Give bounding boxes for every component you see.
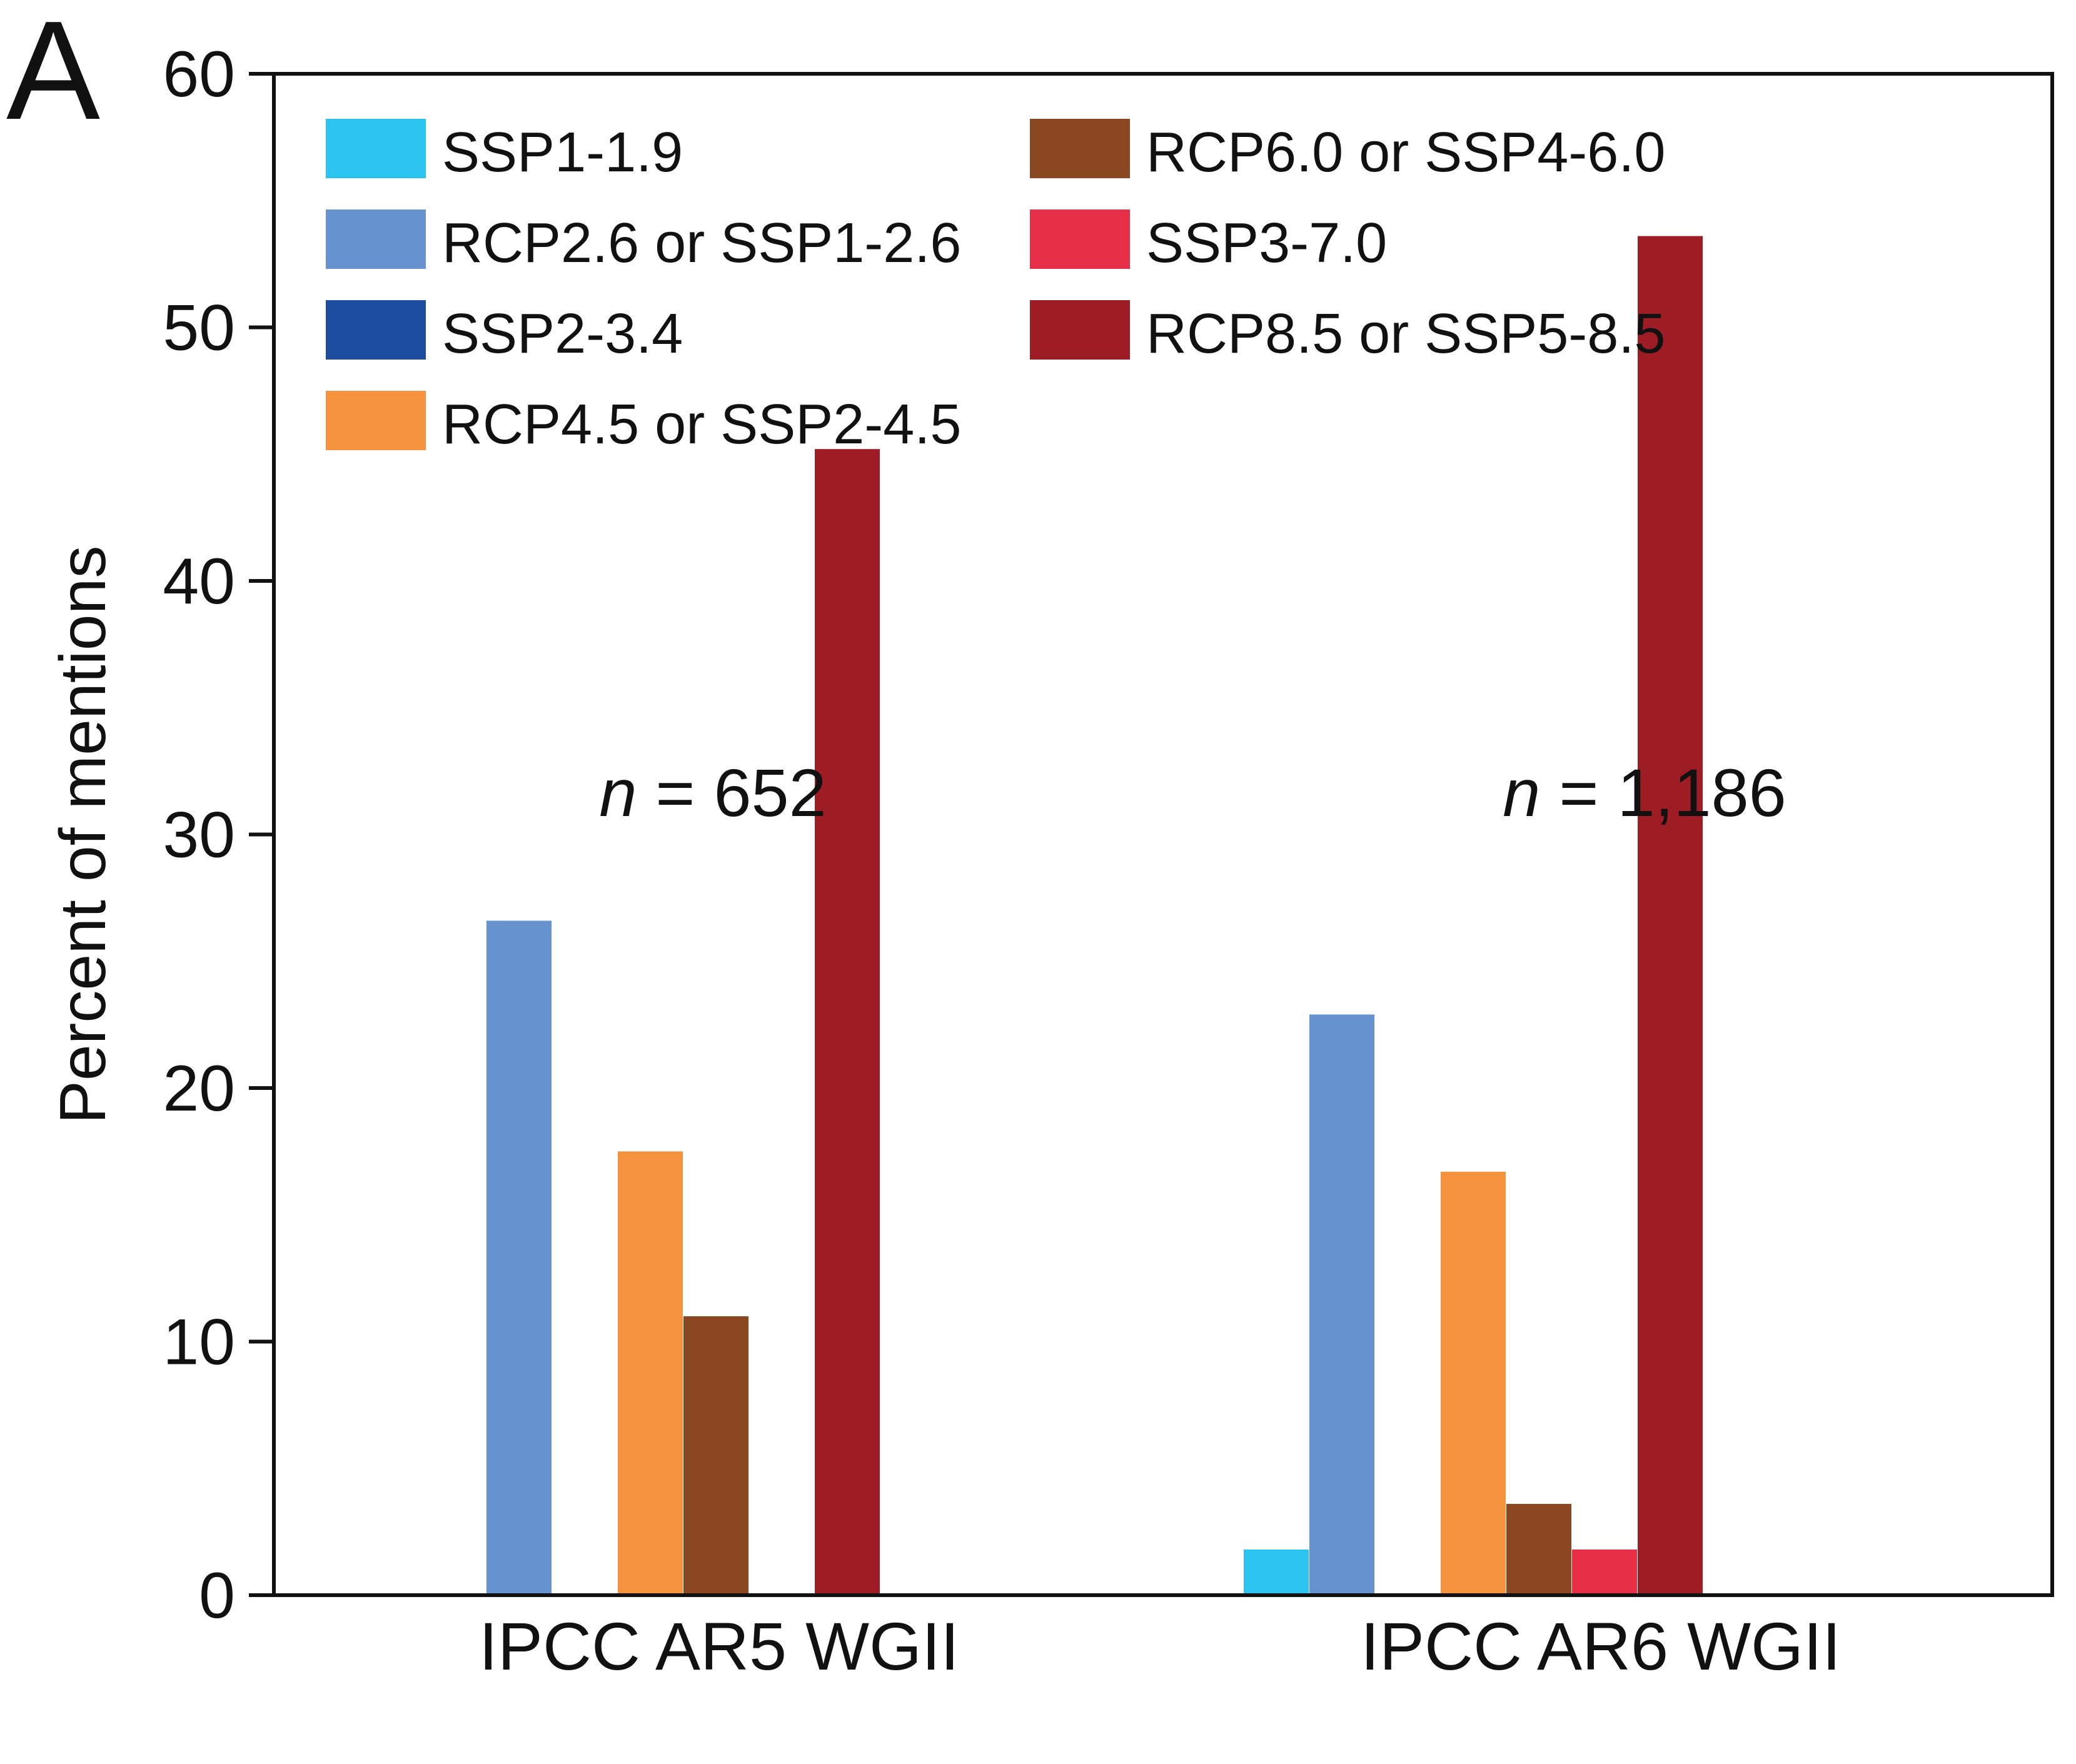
legend-item: RCP4.5 or SSP2-4.5 bbox=[326, 391, 961, 456]
y-tick-label: 30 bbox=[163, 799, 235, 872]
bar bbox=[1244, 1550, 1309, 1593]
bar bbox=[486, 920, 552, 1593]
sample-size-annotations: n = 652 n = 1,186 bbox=[599, 755, 1786, 830]
panel-label: A bbox=[6, 0, 100, 149]
legend-label: RCP8.5 or SSP5-8.5 bbox=[1146, 303, 1665, 365]
x-category-label: IPCC AR5 WGII bbox=[479, 1608, 959, 1684]
legend: SSP1-1.9 RCP2.6 or SSP1-2.6 SSP2-3.4 RCP4.5… bbox=[326, 119, 1665, 456]
bar bbox=[1441, 1171, 1506, 1593]
bar bbox=[815, 449, 880, 1593]
legend-item: RCP2.6 or SSP1-2.6 bbox=[326, 209, 961, 275]
y-tick-label: 50 bbox=[163, 292, 235, 365]
legend-item: SSP3-7.0 bbox=[1030, 209, 1387, 275]
legend-label: RCP6.0 or SSP4-6.0 bbox=[1146, 121, 1665, 184]
legend-swatch bbox=[326, 209, 426, 269]
bar bbox=[618, 1151, 683, 1593]
legend-swatch bbox=[326, 391, 426, 450]
legend-label: SSP1-1.9 bbox=[442, 121, 683, 184]
x-category-label: IPCC AR6 WGII bbox=[1361, 1608, 1841, 1684]
annotation-sample-size: n = 652 bbox=[599, 755, 826, 830]
y-tick-label: 0 bbox=[199, 1560, 235, 1632]
legend-label: SSP3-7.0 bbox=[1146, 212, 1387, 275]
legend-label: RCP4.5 or SSP2-4.5 bbox=[442, 393, 961, 456]
legend-swatch bbox=[1030, 300, 1130, 360]
bar bbox=[1638, 236, 1703, 1593]
bar bbox=[1572, 1550, 1637, 1593]
legend-item: SSP1-1.9 bbox=[326, 119, 683, 184]
legend-item: SSP2-3.4 bbox=[326, 300, 683, 365]
bar bbox=[1506, 1504, 1571, 1593]
legend-swatch bbox=[326, 300, 426, 360]
legend-item: RCP6.0 or SSP4-6.0 bbox=[1030, 119, 1665, 184]
legend-label: RCP2.6 or SSP1-2.6 bbox=[442, 212, 961, 275]
legend-swatch bbox=[1030, 209, 1130, 269]
bar bbox=[1309, 1014, 1374, 1593]
legend-label: SSP2-3.4 bbox=[442, 303, 683, 365]
legend-swatch bbox=[1030, 119, 1130, 178]
axes: 0 10 20 30 40 50 60 Percent of mentions IPCC AR5… bbox=[47, 38, 2054, 1684]
legend-swatch bbox=[326, 119, 426, 178]
y-axis-label: Percent of mentions bbox=[47, 546, 119, 1124]
bar bbox=[683, 1316, 748, 1593]
y-tick-label: 10 bbox=[163, 1306, 235, 1379]
y-tick-label: 40 bbox=[163, 545, 235, 618]
annotation-sample-size: n = 1,186 bbox=[1503, 755, 1786, 830]
y-tick-label: 20 bbox=[163, 1052, 235, 1125]
bars bbox=[486, 236, 1703, 1593]
legend-item: RCP8.5 or SSP5-8.5 bbox=[1030, 300, 1665, 365]
y-tick-label: 60 bbox=[163, 38, 235, 111]
